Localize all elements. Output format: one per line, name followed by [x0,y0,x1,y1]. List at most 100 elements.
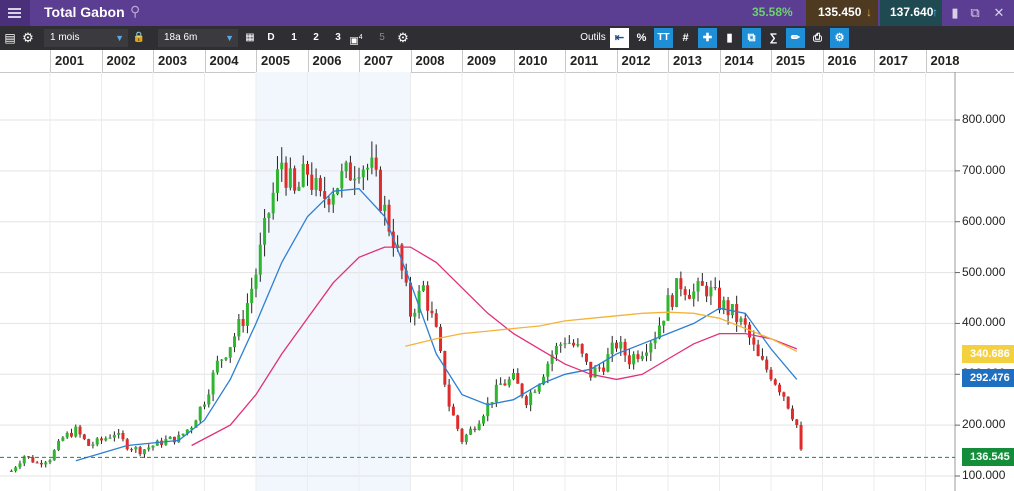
candle-up [481,416,485,424]
year-separator [616,50,618,72]
settings-gear-icon[interactable]: ⚙ [22,30,34,45]
candle-up [207,394,211,405]
window-icon[interactable]: ⧉ [742,28,761,48]
search-icon[interactable]: ⚲ [130,3,141,19]
candle-up [108,437,112,439]
indicator-icon[interactable]: ∑ [769,32,778,44]
candle-down [520,383,524,397]
bid-price-button[interactable]: 135.450 ↓ [806,0,878,26]
year-label: 2008 [415,53,445,68]
candle-up [18,463,22,468]
lock-icon[interactable]: 🔒 [132,32,146,43]
candle-down [284,162,288,188]
candle-up [275,169,279,193]
candle-down [293,168,297,191]
bid-price: 135.450 [818,5,862,19]
candle-down [374,157,378,170]
candle-up [593,367,597,378]
period-select[interactable]: 1 mois ▼ [44,29,128,47]
ask-price-button[interactable]: 137.640 ↑ [880,0,942,26]
candle-up [632,354,636,365]
year-separator [874,50,875,72]
candle-down [670,295,674,307]
layout-3-button[interactable]: 3 [335,32,341,43]
candle-down [387,204,391,232]
candle-up [57,440,61,451]
candle-down [773,379,777,385]
up-arrow-icon: ↑ [932,5,938,19]
text-tool-button[interactable]: TT [654,28,673,48]
candle-down [760,356,764,360]
percent-button[interactable]: % [636,32,647,44]
drawing-icon[interactable]: ✏ [786,28,805,48]
layout-5-button[interactable]: 5 [379,32,385,43]
year-label: 2015 [776,53,805,68]
year-separator [771,50,772,72]
year-label: 2007 [364,53,393,68]
candle-down [404,270,408,283]
candle-down [726,300,730,316]
candle-up [220,359,224,361]
candle-down [799,425,803,450]
crosshair-icon[interactable]: ✚ [698,28,717,48]
candle-up [44,462,48,465]
moving-average-line [75,188,798,462]
candle-up [194,420,198,428]
range-select[interactable]: 18a 6m ▼ [158,29,238,47]
year-axis: 2001 2002 2003 2004 2005 2006 2007 2008 2009 2010… [0,50,1014,73]
layout-4-sup: 4 [358,34,363,41]
candle-up [666,295,670,321]
candle-down [9,470,13,472]
candle-down [473,428,477,431]
chart-settings-icon[interactable]: ⚙ [830,28,849,48]
arrow-left-tool-icon[interactable]: ⇤ [610,28,629,48]
candle-down [735,304,739,323]
candle-up [95,438,99,445]
candle-up [537,384,541,392]
candle-up [645,352,649,356]
menu-icon[interactable] [0,0,30,26]
year-separator [101,50,103,72]
year-label: 2011 [570,53,599,68]
candle-down [434,313,438,327]
layout-4-button[interactable]: ▣4 [349,34,363,47]
candlestick-icon[interactable]: ▮ [726,32,733,44]
year-label: 2018 [930,53,960,68]
price-chart[interactable] [0,72,1014,491]
year-separator [668,50,669,72]
candle-up [542,376,546,385]
price-tick-label: 600.000 [962,213,1006,228]
candle-up [301,164,305,187]
layout-1-button[interactable]: 1 [291,32,297,43]
candle-up [657,325,661,339]
sidebar-toggle-icon[interactable]: ▤ [4,31,16,45]
year-separator [462,50,463,72]
calendar-icon[interactable]: ▦ [245,32,255,43]
close-icon[interactable]: ✕ [993,5,1005,20]
candle-down [765,359,769,370]
candle-down [87,439,91,446]
year-label: 2017 [879,53,908,68]
grid-icon[interactable]: # [682,32,689,44]
candle-down [460,428,464,442]
popout-icon[interactable]: ⧉ [970,5,980,20]
candle-up [546,363,550,377]
layout-settings-icon[interactable]: ⚙ [397,30,409,45]
last-price-label: 136.545 [962,448,1014,467]
candle-up [117,432,121,435]
chart-toolbar: ▤ ⚙ 1 mois ▼ 🔒 18a 6m ▼ ▦ D 1 2 3 ▣4 5 ⚙ O… [0,26,1014,50]
candle-up [228,347,232,358]
candle-up [151,445,155,448]
layout-icon[interactable]: ▮ [951,5,959,20]
candle-up [185,429,189,434]
year-separator [925,50,927,72]
layout-d-button[interactable]: D [267,32,275,43]
candle-down [516,373,520,384]
candle-down [138,447,142,455]
candle-down [503,383,507,386]
ask-price: 137.640 [890,5,934,19]
print-icon[interactable]: ⎙ [813,32,822,44]
year-separator [307,50,309,72]
candle-up [730,304,734,316]
layout-2-button[interactable]: 2 [313,32,319,43]
